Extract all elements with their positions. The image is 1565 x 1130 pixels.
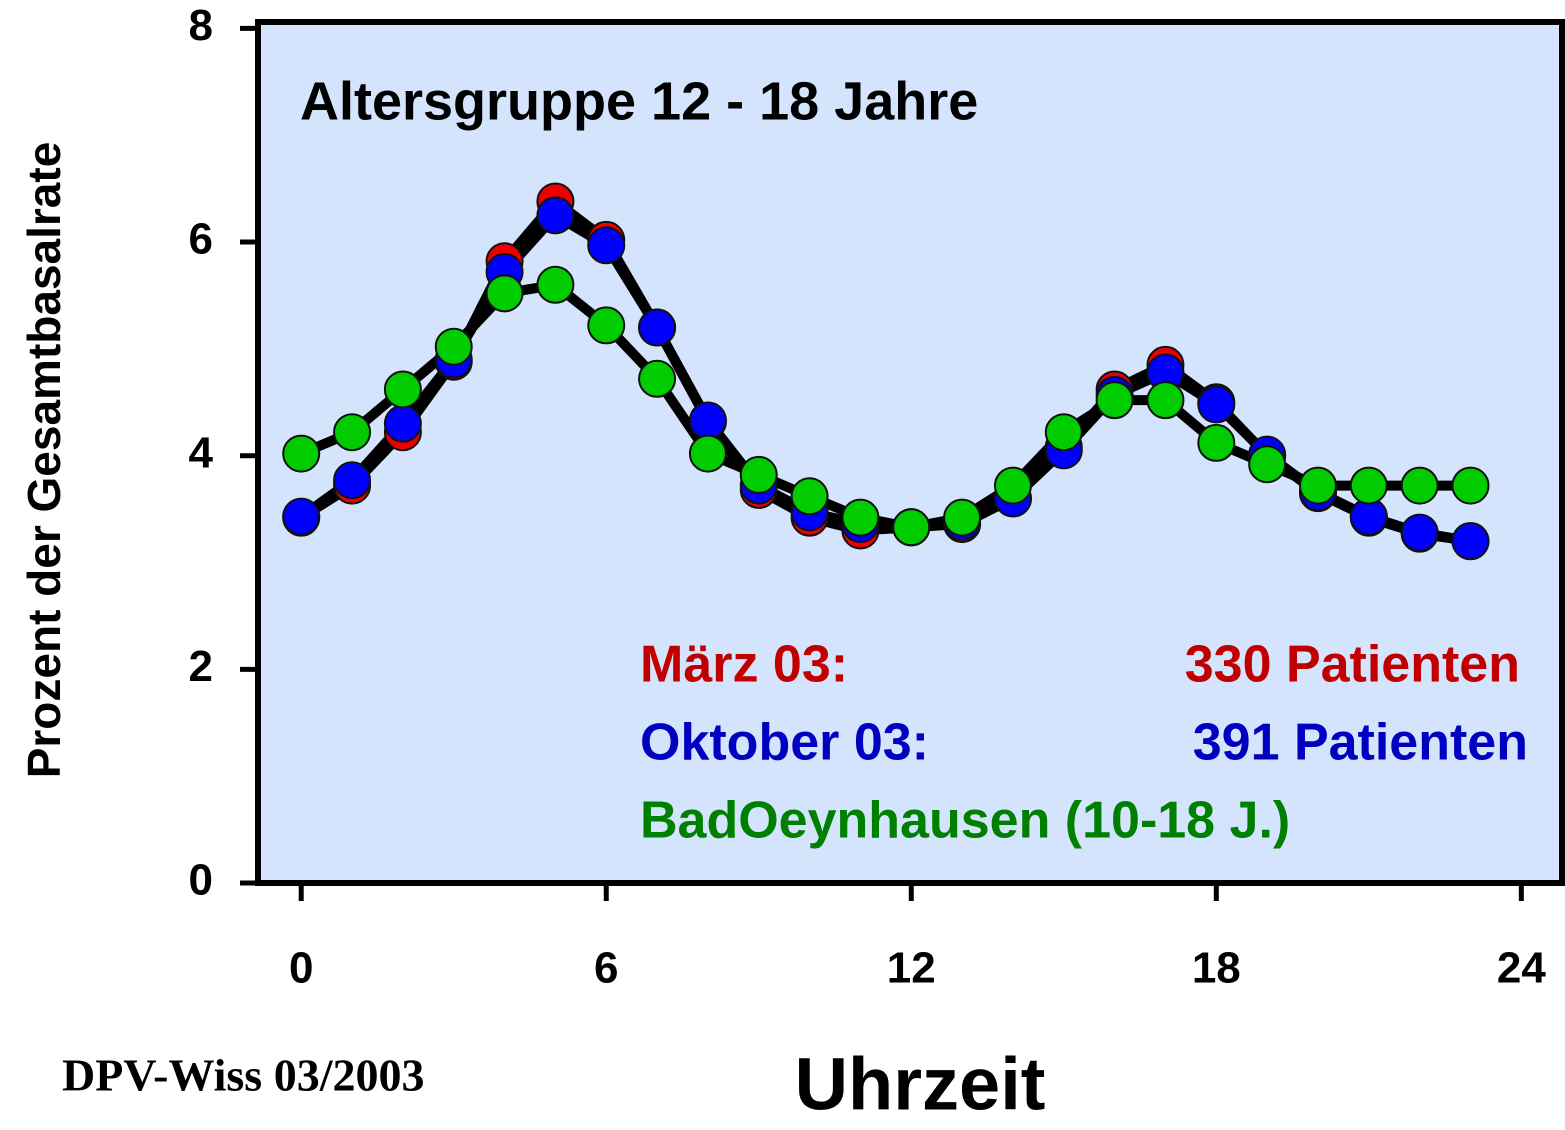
y-axis-label: Prozent der Gesamtbasalrate — [18, 142, 70, 779]
chart-title: Altersgruppe 12 - 18 Jahre — [300, 71, 978, 131]
data-point — [841, 498, 880, 537]
data-point — [790, 477, 829, 516]
data-point — [892, 508, 931, 547]
data-point — [1400, 466, 1439, 505]
data-point — [1451, 466, 1490, 505]
data-point — [536, 196, 575, 235]
legend-label: März 03: — [640, 636, 848, 694]
x-tick-label: 12 — [887, 944, 936, 993]
data-point — [943, 498, 982, 537]
data-point — [282, 434, 321, 473]
data-point — [434, 327, 473, 366]
data-point — [638, 308, 677, 347]
legend-count: 391 Patienten — [1193, 714, 1528, 772]
y-tick-label: 6 — [189, 215, 213, 264]
data-point — [1095, 381, 1134, 420]
data-point — [536, 265, 575, 304]
x-axis-label: Uhrzeit — [795, 1043, 1046, 1126]
y-tick-label: 2 — [189, 642, 213, 691]
x-tick-label: 24 — [1497, 944, 1546, 993]
x-tick-label: 0 — [289, 944, 313, 993]
data-point — [333, 413, 372, 452]
data-point — [638, 359, 677, 398]
data-point — [1146, 381, 1185, 420]
data-point — [587, 226, 626, 265]
data-point — [1400, 513, 1439, 552]
data-point — [1451, 522, 1490, 561]
data-point — [282, 497, 321, 536]
data-point — [383, 370, 422, 409]
data-point — [1349, 466, 1388, 505]
data-point — [1197, 423, 1236, 462]
y-tick-label: 4 — [189, 428, 214, 477]
source: DPV-Wiss 03/2003 — [62, 1050, 424, 1101]
data-point — [383, 404, 422, 443]
data-point — [1248, 445, 1287, 484]
legend-label: Oktober 03: — [640, 714, 929, 772]
data-point — [688, 434, 727, 473]
data-point — [993, 466, 1032, 505]
legend-label: BadOeynhausen (10-18 J.) — [640, 792, 1290, 850]
data-point — [688, 401, 727, 440]
data-point — [333, 461, 372, 500]
data-point — [587, 306, 626, 345]
data-point — [1044, 413, 1083, 452]
legend-count: 330 Patienten — [1185, 636, 1520, 694]
plot-area — [255, 19, 1565, 886]
data-point — [1298, 466, 1337, 505]
x-tick-label: 18 — [1192, 944, 1241, 993]
y-tick-label: 8 — [189, 1, 213, 50]
x-tick-label: 6 — [594, 944, 618, 993]
data-point — [485, 274, 524, 313]
data-point — [739, 455, 778, 494]
data-point — [1197, 385, 1236, 424]
y-tick-label: 0 — [189, 856, 213, 905]
